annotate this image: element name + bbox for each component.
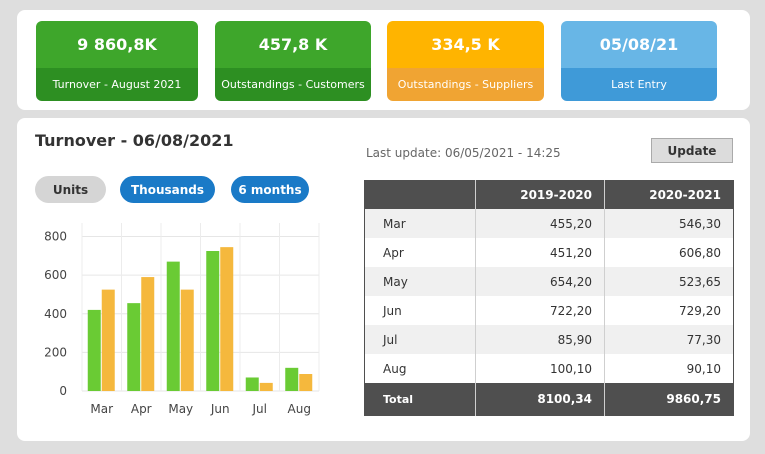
bar bbox=[166, 261, 180, 391]
kpi-customers[interactable]: 457,8 K Outstandings - Customers bbox=[215, 21, 371, 101]
table-row: May 654,20 523,65 bbox=[364, 267, 734, 296]
y-tick-label: 200 bbox=[44, 345, 67, 359]
row-month: May bbox=[364, 267, 476, 296]
row-value-2019-2020: 451,20 bbox=[475, 238, 605, 267]
row-value-2019-2020: 722,20 bbox=[475, 296, 605, 325]
row-value-2019-2020: 85,90 bbox=[475, 325, 605, 354]
table-header-month bbox=[364, 180, 476, 209]
row-value-2019-2020: 100,10 bbox=[475, 354, 605, 383]
table-row: Jun 722,20 729,20 bbox=[364, 296, 734, 325]
kpi-suppliers-label: Outstandings - Suppliers bbox=[387, 68, 544, 101]
total-label: Total bbox=[364, 383, 476, 416]
y-tick-label: 0 bbox=[59, 384, 67, 398]
row-month: Jun bbox=[364, 296, 476, 325]
kpi-customers-value: 457,8 K bbox=[215, 21, 371, 68]
kpi-turnover-label: Turnover - August 2021 bbox=[36, 68, 198, 101]
table-row: Aug 100,10 90,10 bbox=[364, 354, 734, 383]
six-months-toggle[interactable]: 6 months bbox=[231, 176, 309, 203]
table-row: Mar 455,20 546,30 bbox=[364, 209, 734, 238]
units-toggle[interactable]: Units bbox=[35, 176, 106, 203]
kpi-turnover[interactable]: 9 860,8K Turnover - August 2021 bbox=[36, 21, 198, 101]
bar bbox=[101, 289, 115, 391]
bar bbox=[245, 377, 259, 391]
row-value-2019-2020: 654,20 bbox=[475, 267, 605, 296]
bar bbox=[259, 382, 273, 391]
update-button[interactable]: Update bbox=[651, 138, 733, 163]
kpi-last-entry-label: Last Entry bbox=[561, 68, 717, 101]
bar bbox=[299, 374, 313, 391]
row-value-2020-2021: 606,80 bbox=[604, 238, 734, 267]
x-tick-label: Jun bbox=[210, 402, 230, 416]
kpi-last-entry[interactable]: 05/08/21 Last Entry bbox=[561, 21, 717, 101]
table-header-2020-2021: 2020-2021 bbox=[604, 180, 734, 209]
bar bbox=[206, 251, 220, 391]
row-month: Apr bbox=[364, 238, 476, 267]
kpi-panel: 9 860,8K Turnover - August 2021 457,8 K … bbox=[17, 10, 750, 110]
y-tick-label: 600 bbox=[44, 268, 67, 282]
bar bbox=[127, 303, 141, 391]
turnover-panel: Turnover - 06/08/2021 Last update: 06/05… bbox=[17, 118, 750, 441]
total-2020-2021: 9860,75 bbox=[604, 383, 734, 416]
kpi-turnover-value: 9 860,8K bbox=[36, 21, 198, 68]
bar bbox=[180, 289, 194, 391]
x-tick-label: Jul bbox=[252, 402, 267, 416]
x-tick-label: Aug bbox=[288, 402, 311, 416]
y-tick-label: 400 bbox=[44, 307, 67, 321]
row-value-2020-2021: 523,65 bbox=[604, 267, 734, 296]
row-month: Aug bbox=[364, 354, 476, 383]
table-row: Jul 85,90 77,30 bbox=[364, 325, 734, 354]
row-value-2020-2021: 77,30 bbox=[604, 325, 734, 354]
row-value-2020-2021: 546,30 bbox=[604, 209, 734, 238]
kpi-suppliers-value: 334,5 K bbox=[387, 21, 544, 68]
table-header-row: 2019-2020 2020-2021 bbox=[364, 180, 734, 209]
kpi-last-entry-value: 05/08/21 bbox=[561, 21, 717, 68]
y-tick-label: 800 bbox=[44, 230, 67, 244]
page-title: Turnover - 06/08/2021 bbox=[35, 131, 234, 150]
kpi-customers-label: Outstandings - Customers bbox=[215, 68, 371, 101]
bar bbox=[141, 277, 155, 391]
x-tick-label: Apr bbox=[131, 402, 152, 416]
x-tick-label: May bbox=[168, 402, 193, 416]
last-update-text: Last update: 06/05/2021 - 14:25 bbox=[366, 146, 561, 160]
x-tick-label: Mar bbox=[90, 402, 113, 416]
kpi-suppliers[interactable]: 334,5 K Outstandings - Suppliers bbox=[387, 21, 544, 101]
turnover-table: 2019-2020 2020-2021 Mar 455,20 546,30 Ap… bbox=[364, 180, 734, 416]
row-value-2020-2021: 729,20 bbox=[604, 296, 734, 325]
turnover-bar-chart: 0 200 400 600 800 Mar Apr May Jun Jul Aug bbox=[44, 223, 320, 416]
bar bbox=[87, 309, 101, 391]
row-value-2019-2020: 455,20 bbox=[475, 209, 605, 238]
row-value-2020-2021: 90,10 bbox=[604, 354, 734, 383]
table-total-row: Total 8100,34 9860,75 bbox=[364, 383, 734, 416]
bar bbox=[285, 367, 299, 391]
thousands-toggle[interactable]: Thousands bbox=[120, 176, 215, 203]
table-row: Apr 451,20 606,80 bbox=[364, 238, 734, 267]
row-month: Jul bbox=[364, 325, 476, 354]
row-month: Mar bbox=[364, 209, 476, 238]
bar bbox=[220, 247, 234, 391]
total-2019-2020: 8100,34 bbox=[475, 383, 605, 416]
table-header-2019-2020: 2019-2020 bbox=[475, 180, 605, 209]
